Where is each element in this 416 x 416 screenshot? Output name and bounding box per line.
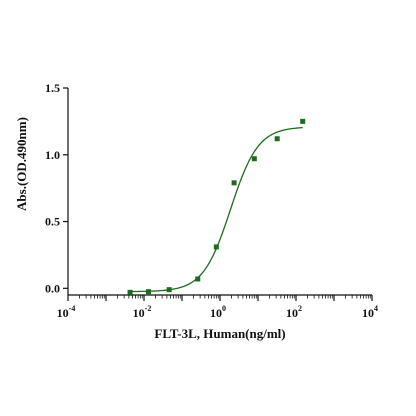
data-point bbox=[231, 180, 237, 186]
x-axis-title: FLT-3L, Human(ng/ml) bbox=[154, 326, 285, 341]
axes: 0.0 0.5 1.0 1.5 10-4 10-2 100 102 104 bbox=[45, 81, 378, 320]
fit-curve bbox=[130, 126, 303, 293]
y-tick-label: 1.0 bbox=[45, 148, 60, 162]
data-point bbox=[166, 287, 172, 293]
chart-marks bbox=[127, 118, 306, 295]
data-point bbox=[300, 118, 306, 124]
y-axis-title: Abs.(OD.490nm) bbox=[14, 117, 29, 211]
y-tick-label: 0.5 bbox=[45, 215, 60, 229]
x-tick-label: 102 bbox=[286, 304, 302, 320]
x-tick-label: 100 bbox=[210, 304, 226, 320]
data-point bbox=[145, 289, 151, 295]
data-point bbox=[127, 289, 133, 295]
data-point bbox=[274, 136, 280, 142]
y-tick-label: 1.5 bbox=[45, 81, 60, 95]
y-tick-label: 0.0 bbox=[45, 281, 60, 295]
data-point bbox=[195, 276, 201, 282]
x-tick-label: 10-4 bbox=[57, 304, 76, 320]
data-point bbox=[251, 156, 257, 162]
x-tick-label: 10-2 bbox=[133, 304, 152, 320]
x-tick-label: 104 bbox=[362, 304, 378, 320]
data-point bbox=[213, 244, 219, 250]
